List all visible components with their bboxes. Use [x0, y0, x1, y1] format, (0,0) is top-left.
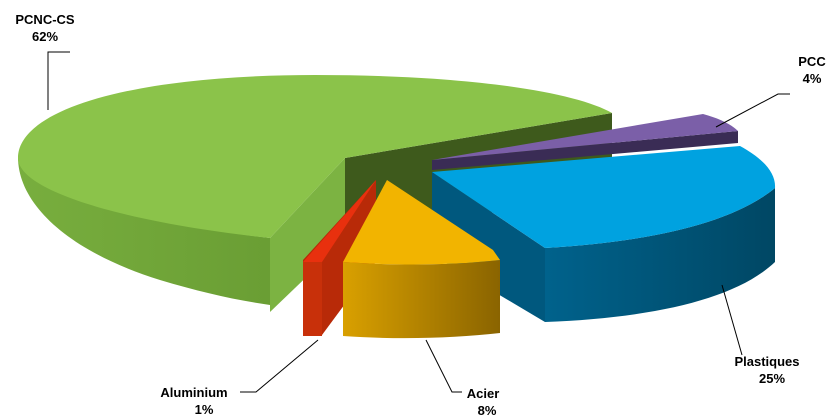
slice-acier-side [343, 260, 500, 339]
data-label-pcnc-cs: PCNC-CS 62% [15, 12, 75, 44]
data-label-plastiques-name: Plastiques [734, 354, 799, 369]
data-label-pcc: PCC 4% [798, 54, 826, 86]
slice-plastiques-top [432, 146, 776, 248]
slice-aluminium-side [303, 262, 322, 336]
leader-line-pcnc-cs [47, 51, 70, 110]
slice-acier-top [343, 180, 500, 265]
leader-line-aluminium [240, 339, 319, 393]
data-label-pcc-name: PCC [798, 54, 826, 69]
data-label-pcnc-cs-value: 62% [32, 29, 58, 44]
data-label-plastiques: Plastiques 25% [734, 354, 799, 386]
data-label-acier-value: 8% [478, 403, 497, 417]
data-label-acier-name: Acier [467, 386, 500, 401]
data-label-aluminium-name: Aluminium [160, 385, 227, 400]
slice-plastiques-side [545, 188, 775, 322]
data-label-acier: Acier 8% [467, 386, 500, 417]
slice-plastiques [432, 146, 776, 322]
leader-line-acier [425, 339, 462, 393]
slice-plastiques-cut-face [432, 172, 545, 322]
slice-pcc-side [432, 131, 738, 170]
leader-line-pcc [715, 93, 790, 128]
slice-pcc [432, 114, 738, 170]
slice-aluminium [303, 180, 376, 336]
slice-pcc-top [432, 114, 738, 160]
data-label-aluminium: Aluminium 1% [160, 385, 227, 417]
slice-pcnc-cs-side [18, 157, 270, 305]
data-label-pcnc-cs-name: PCNC-CS [15, 12, 75, 27]
data-label-pcc-value: 4% [803, 71, 822, 86]
slice-pcnc-cs-top [18, 75, 612, 238]
leader-line-plastiques [721, 284, 743, 356]
slice-pcnc-cs-cut-face [270, 158, 345, 312]
slice-aluminium-top [303, 180, 376, 262]
slice-acier [343, 180, 500, 339]
data-label-aluminium-value: 1% [195, 402, 214, 417]
data-label-plastiques-value: 25% [759, 371, 785, 386]
